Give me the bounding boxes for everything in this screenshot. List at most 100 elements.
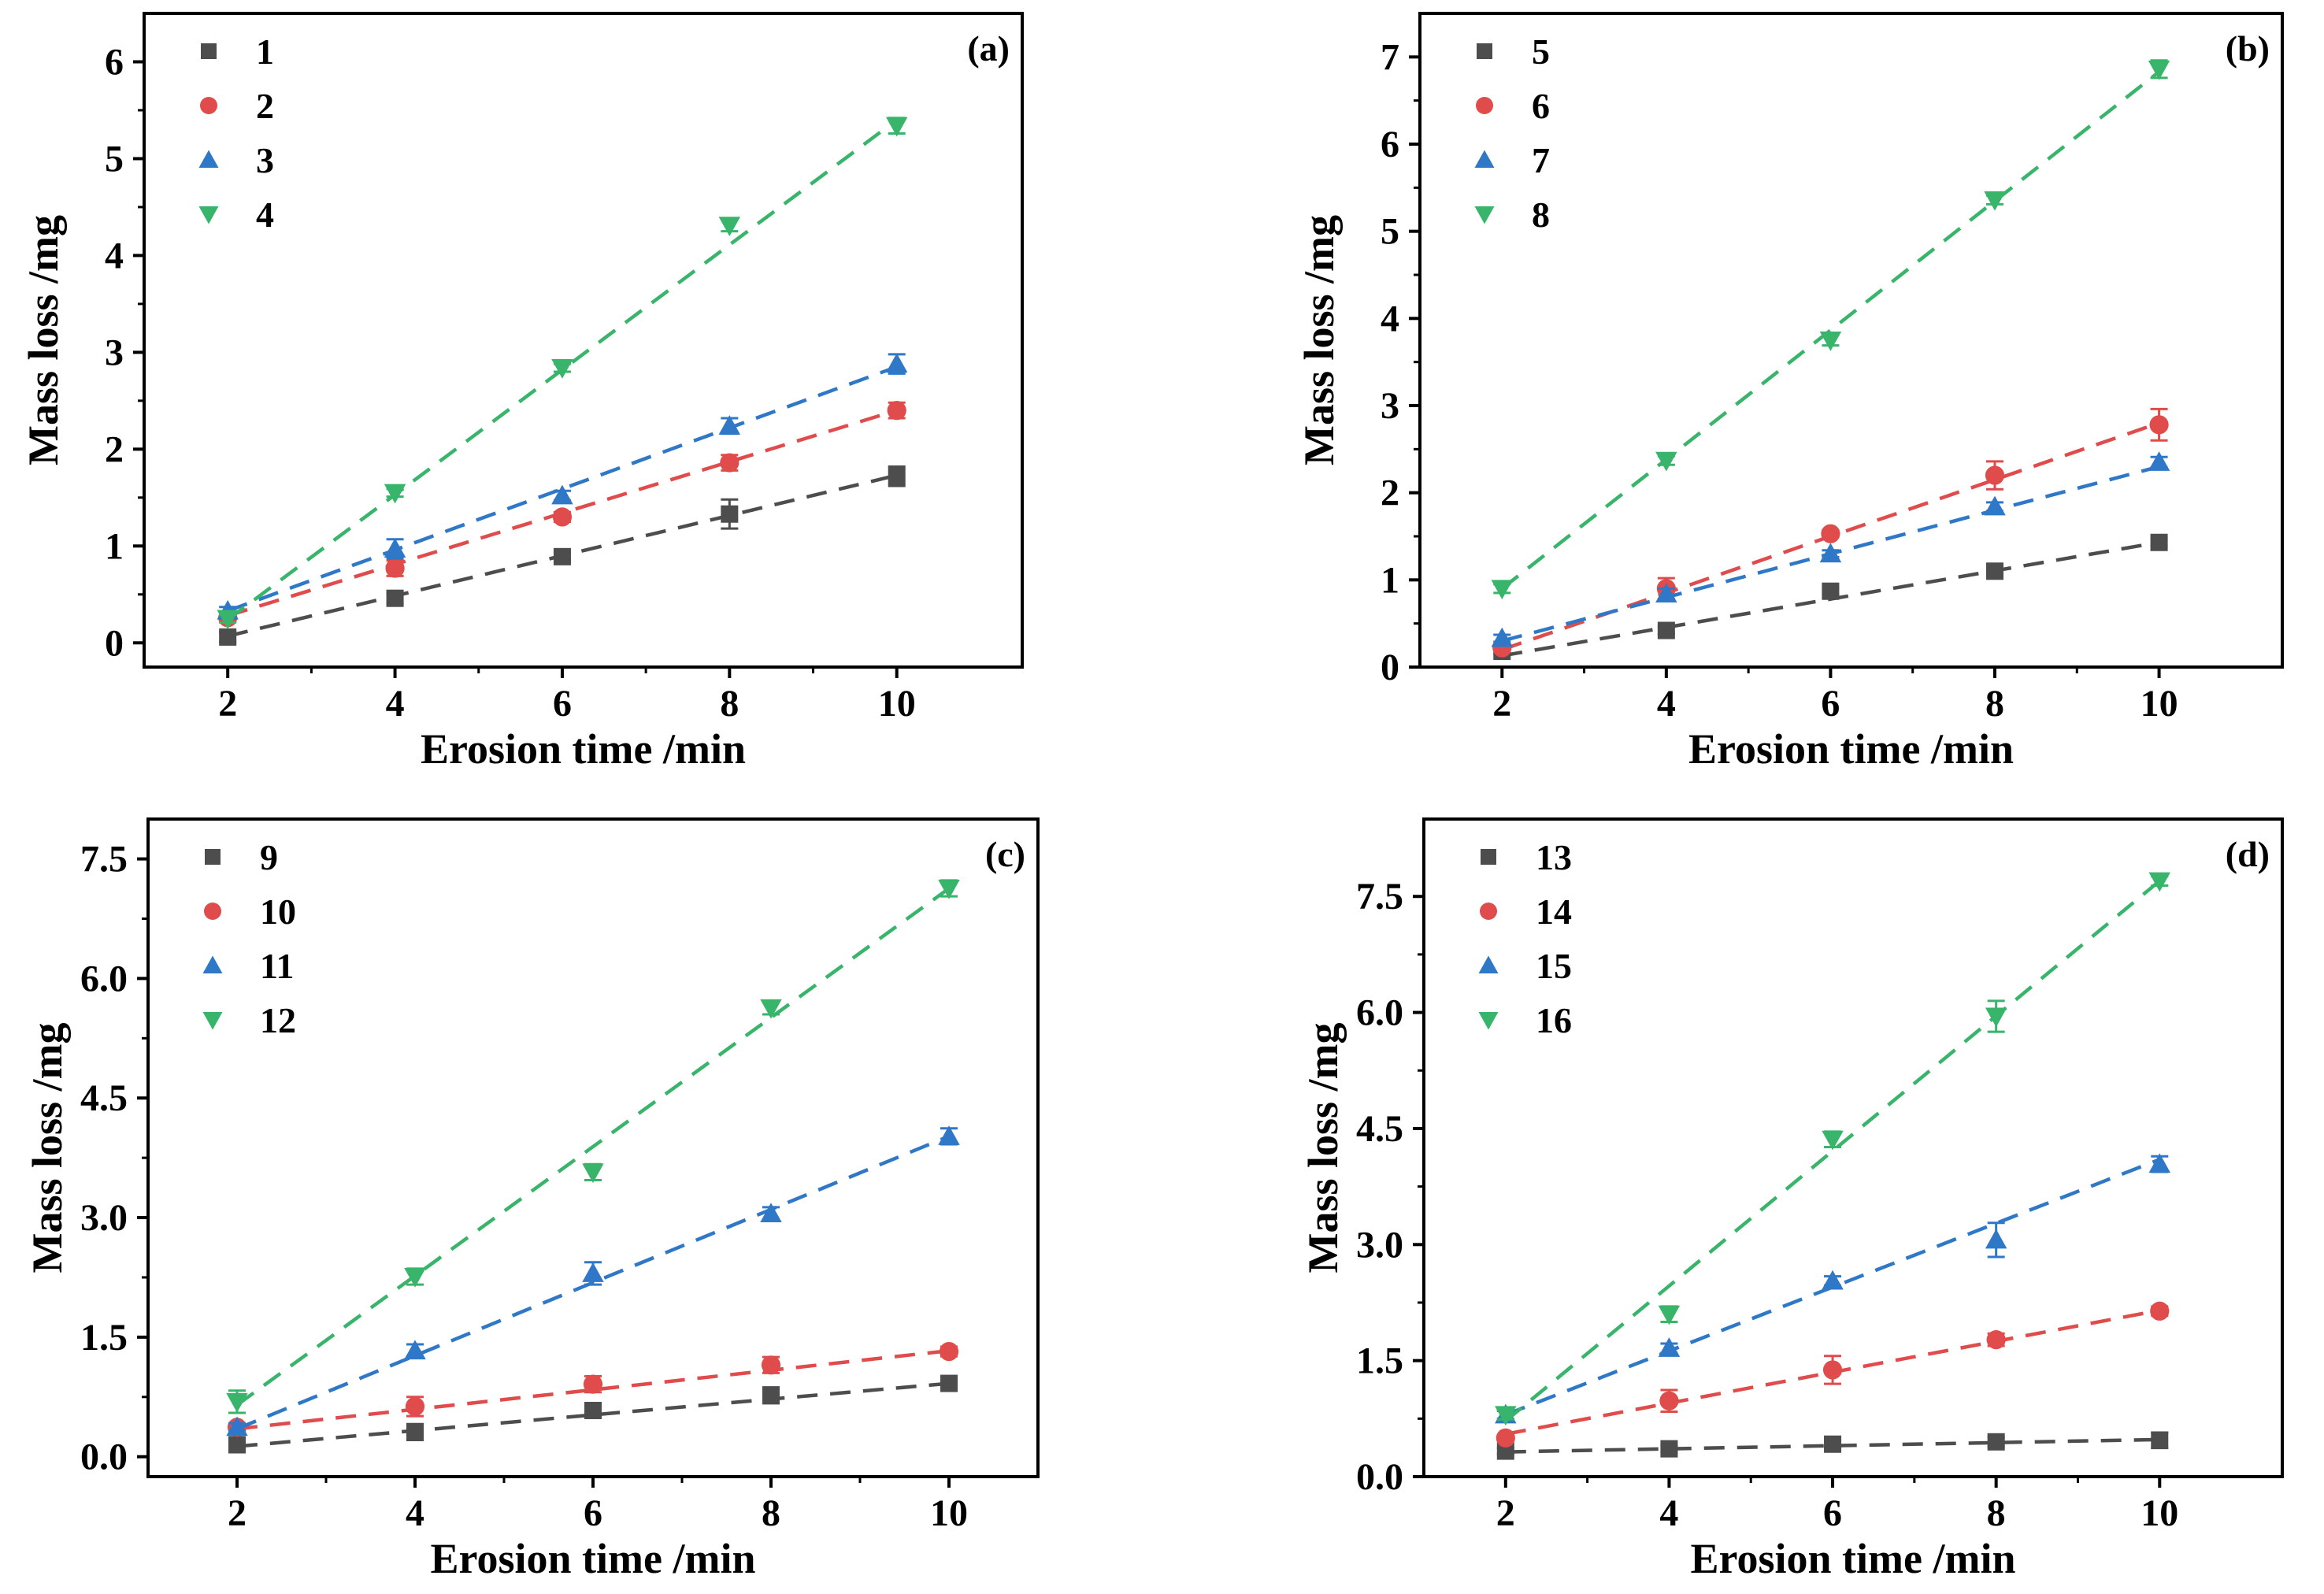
y-tick-label: 2 [1381,473,1399,514]
data-point-series-16 [1658,1305,1681,1325]
data-point-series-13 [2151,1431,2169,1449]
y-tick-label: 6.0 [80,958,128,999]
legend-label-8: 8 [1532,195,1550,235]
y-axis-title: Mass loss /mg [1299,1022,1347,1273]
data-point-series-6 [1821,524,1840,543]
series-3 [217,353,908,620]
x-tick-label: 8 [1987,1492,2006,1534]
x-tick-label: 10 [878,683,916,725]
data-point-series-2 [887,401,906,421]
y-tick-label: 0 [105,622,124,664]
plot-frame [1418,12,2284,669]
y-tick-label: 3 [1381,385,1399,427]
plot-frame [1422,817,2284,1478]
data-point-series-7 [1819,543,1842,563]
fit-line-series-10 [236,1348,950,1431]
data-point-series-3 [384,538,406,558]
panel-label: (b) [2226,28,2270,69]
y-tick-label: 1 [1381,559,1399,601]
data-point-series-12 [226,1392,248,1413]
legend-marker-2 [200,97,217,114]
y-tick-label: 7 [1381,36,1399,78]
y-tick-label: 4 [105,235,124,276]
legend-marker-16 [1478,1012,1499,1030]
legend-label-3: 3 [256,140,274,180]
series-8 [1491,59,2170,600]
fit-line-series-4 [226,118,899,621]
fit-line-series-8 [1500,70,2160,591]
data-point-series-15 [1822,1270,1844,1290]
y-tick-label: 0 [1381,647,1399,688]
x-tick-label: 4 [386,683,405,725]
x-axis-title: Erosion time /min [1688,725,2014,773]
data-point-series-6 [1985,465,2005,485]
legend-marker-7 [1474,150,1495,168]
y-tick-label: 2 [105,428,124,470]
x-tick-label: 8 [720,683,739,725]
panel-label: (a) [967,28,1010,69]
series-11 [226,1125,960,1436]
legend-label-14: 14 [1536,892,1572,932]
data-point-series-9 [228,1436,246,1454]
legend-label-7: 7 [1532,140,1550,180]
x-axis-title: Erosion time /min [1690,1535,2015,1582]
legend-label-16: 16 [1536,1000,1572,1040]
legend-marker-3 [198,150,219,168]
y-tick-label: 4.5 [80,1077,128,1119]
legend-marker-14 [1480,903,1497,920]
legend-marker-8 [1474,206,1495,224]
data-point-series-1 [721,505,739,523]
data-point-series-14 [1822,1360,1843,1380]
data-point-series-13 [1824,1435,1842,1453]
fit-line-series-16 [1504,879,2161,1423]
legend-marker-1 [201,43,217,59]
y-tick-label: 5 [1381,211,1399,253]
data-point-series-16 [1822,1130,1844,1151]
data-point-series-14 [1986,1330,2006,1350]
x-tick-label: 6 [584,1492,602,1534]
legend-label-1: 1 [256,32,274,72]
data-point-series-4 [718,217,741,237]
data-point-series-5 [2150,533,2168,551]
x-tick-label: 2 [228,1492,246,1534]
data-point-series-16 [1985,1007,2007,1028]
y-tick-label: 3.0 [80,1197,128,1239]
data-point-series-4 [217,610,239,630]
y-axis-title: Mass loss /mg [1295,215,1343,465]
data-point-series-1 [386,589,404,607]
data-point-series-14 [1496,1428,1515,1448]
data-point-series-5 [1986,562,2003,580]
fit-line-series-11 [236,1134,950,1431]
x-axis-title: Erosion time /min [430,1535,755,1582]
data-point-series-7 [2148,451,2170,471]
chart-panel-3: 2 4 6 8 10 0.0 1.5 3.0 4.5 6.0 7.5 Erosion time /mi… [24,817,1040,1582]
data-point-series-13 [1660,1440,1678,1458]
y-axis-title: Mass loss /mg [24,1022,71,1273]
legend-marker-11 [202,955,223,973]
x-tick-label: 10 [2141,1492,2178,1534]
data-point-series-15 [1658,1337,1681,1357]
data-point-series-1 [219,628,237,646]
data-point-series-3 [718,415,741,435]
y-tick-label: 7.5 [80,839,128,880]
y-tick-label: 4 [1381,298,1399,339]
series-12 [226,879,960,1414]
x-tick-label: 8 [1985,683,2004,725]
chart-panel-2: 2 4 6 8 10 0 1 2 3 4 5 6 7 Erosion time /min Mass loss… [1295,12,2284,773]
data-point-series-5 [1657,621,1675,639]
data-point-series-1 [888,467,906,485]
x-tick-label: 4 [1657,683,1676,725]
data-point-series-8 [1984,191,2006,211]
data-point-series-11 [582,1262,604,1282]
data-point-series-12 [582,1163,604,1184]
data-point-series-5 [1822,582,1840,600]
y-tick-label: 1.5 [1356,1340,1403,1382]
data-point-series-6 [2149,415,2169,435]
y-tick-label: 0.0 [1356,1456,1403,1498]
data-point-series-10 [583,1374,603,1394]
legend-marker-15 [1478,955,1499,973]
data-point-series-2 [720,453,739,473]
legend-marker-5 [1477,43,1492,59]
y-tick-label: 7.5 [1356,876,1403,917]
